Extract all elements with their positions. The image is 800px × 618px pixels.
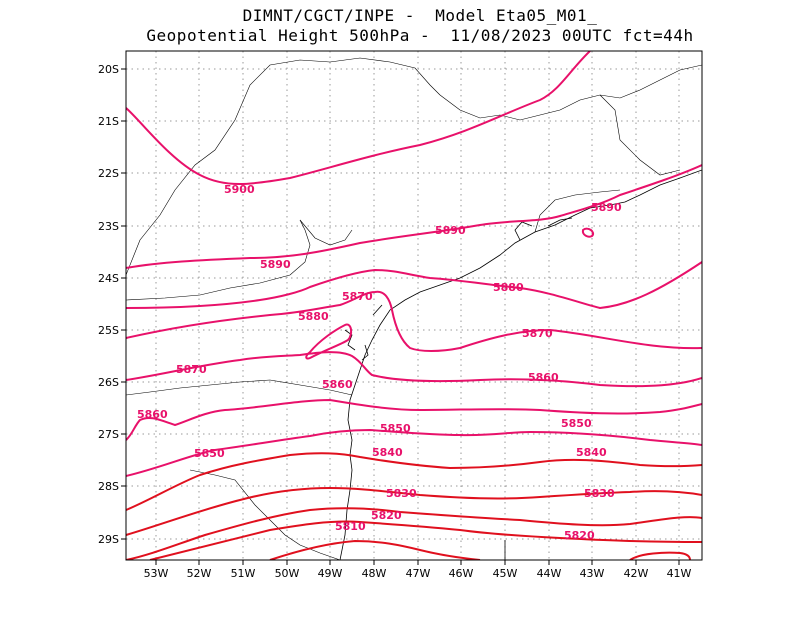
latitude-labels: 20S 21S 22S 23S 24S 25S 26S 27S 28S 29S [98,63,119,546]
lat-tick-label: 28S [98,480,119,493]
lon-tick-label: 47W [406,567,431,580]
contour-label: 5870 [176,363,207,376]
contour-label: 5830 [386,487,417,500]
contour-label: 5850 [194,447,225,460]
state-borders [126,57,702,560]
lon-tick-label: 42W [624,567,649,580]
lon-tick-label: 51W [231,567,256,580]
longitude-labels: 53W 52W 51W 50W 49W 48W 47W 46W 45W 44W … [144,567,692,580]
lon-tick-label: 53W [144,567,169,580]
lat-tick-label: 23S [98,220,119,233]
lon-tick-label: 45W [493,567,518,580]
contour-label: 5820 [371,509,402,522]
lon-tick-label: 50W [275,567,300,580]
contour-labels: 5900 5890 5890 5890 5880 5880 5870 5870 … [137,183,622,542]
contour-label: 5890 [260,258,291,271]
coastline [339,169,702,560]
contour-label: 5860 [137,408,168,421]
lat-tick-label: 29S [98,533,119,546]
contour-label: 5880 [298,310,329,323]
lon-tick-label: 41W [667,567,692,580]
lat-tick-label: 27S [98,428,119,441]
lon-tick-label: 43W [580,567,605,580]
contour-label: 5860 [528,371,559,384]
lat-tick-label: 22S [98,167,119,180]
contour-label: 5900 [224,183,255,196]
plot-frame [125,50,703,561]
contour-label: 5880 [493,281,524,294]
lat-tick-label: 26S [98,376,119,389]
tick-marks [121,68,680,565]
contour-label: 5830 [584,487,615,500]
contour-label: 5820 [564,529,595,542]
lat-tick-label: 25S [98,324,119,337]
lon-tick-label: 52W [187,567,212,580]
title-line-1: DIMNT/CGCT/INPE - Model Eta05_M01_ [242,6,598,25]
contour-label: 5850 [380,422,411,435]
lon-tick-label: 48W [362,567,387,580]
contour-label: 5810 [335,520,366,533]
contour-label: 5860 [322,378,353,391]
lon-tick-label: 46W [449,567,474,580]
contour-label: 5840 [576,446,607,459]
lat-tick-label: 24S [98,272,119,285]
contour-label: 5890 [435,224,466,237]
lat-tick-label: 21S [98,115,119,128]
title-line-2: Geopotential Height 500hPa - 11/08/2023 … [146,26,694,45]
contours [126,51,702,560]
contour-label: 5850 [561,417,592,430]
lon-tick-label: 44W [537,567,562,580]
lon-tick-label: 49W [318,567,343,580]
contour-label: 5890 [591,201,622,214]
contour-label: 5870 [522,327,553,340]
lat-tick-label: 20S [98,63,119,76]
contour-label: 5840 [372,446,403,459]
contour-label: 5870 [342,290,373,303]
